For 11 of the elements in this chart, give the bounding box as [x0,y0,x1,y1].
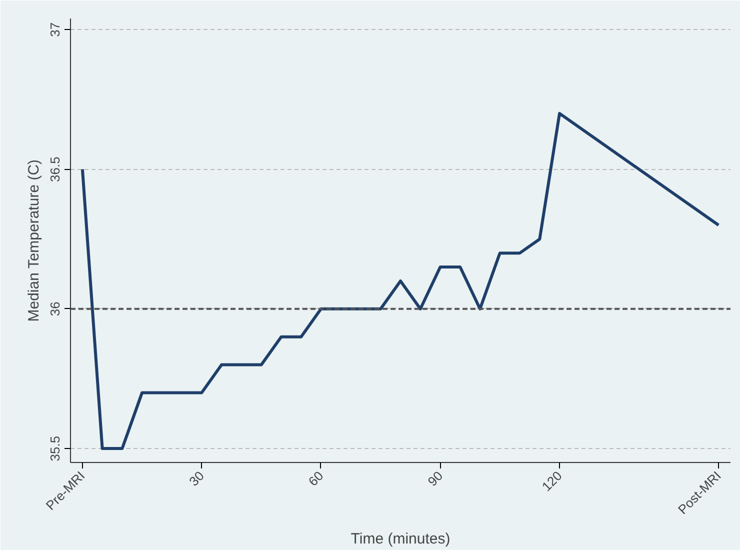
line-series [80,112,720,450]
x-tick-label: 90 [424,468,446,490]
x-tick-label: 120 [538,468,565,494]
x-tick-label: 30 [186,468,208,490]
y-tick-label: 37 [48,22,62,37]
y-axis-title: Median Temperature (C) [26,159,42,322]
y-tick-label: 36 [48,302,62,316]
y-tick-label: 36.5 [48,156,62,182]
x-axis-title: Time (minutes) [350,530,450,548]
y-tick-label: 35.5 [48,436,62,462]
x-tick-label: 60 [305,468,326,490]
